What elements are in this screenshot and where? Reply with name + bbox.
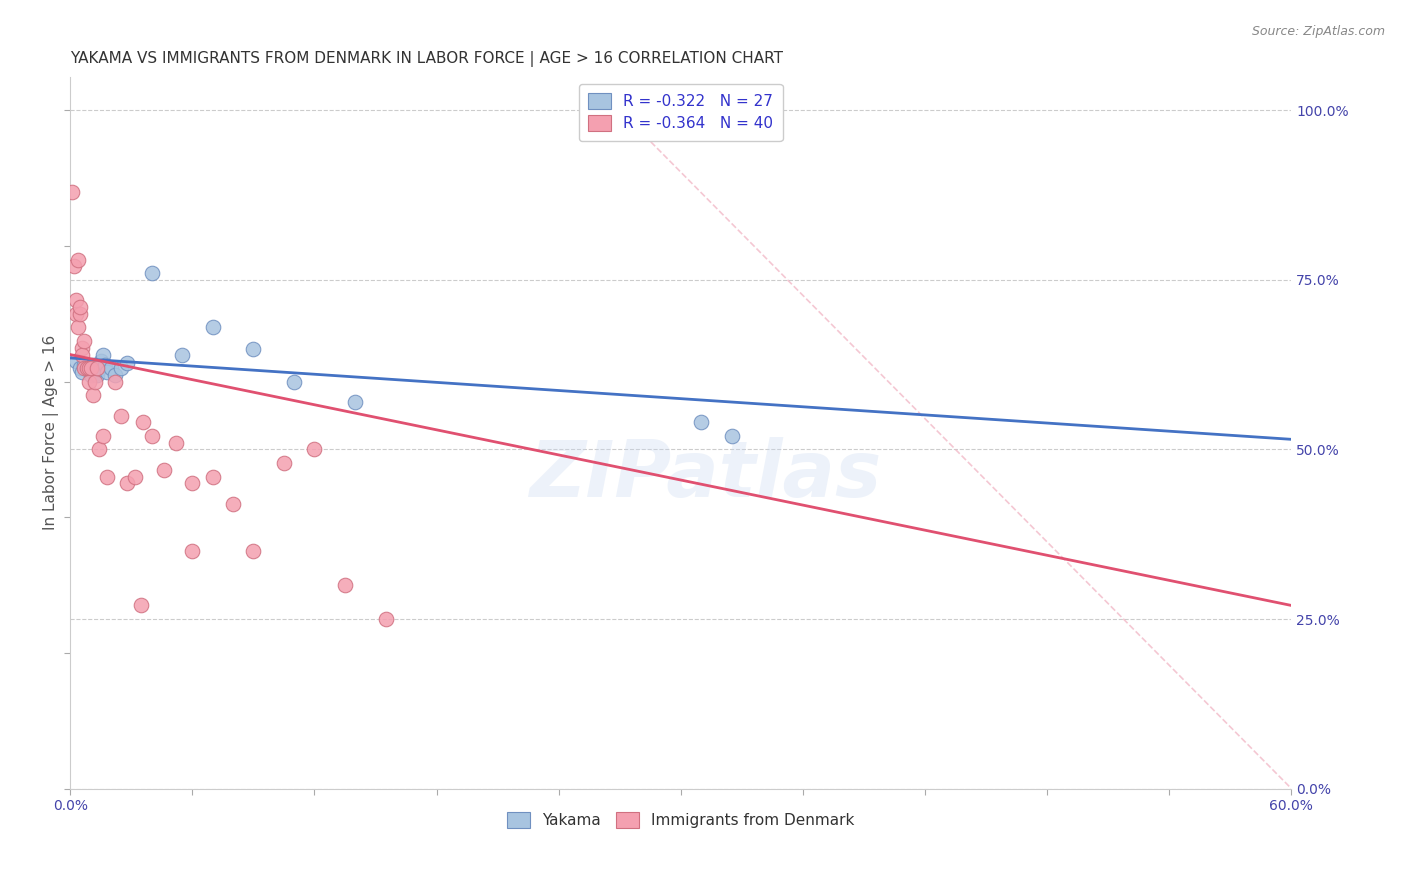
Point: [131, 599, 153, 613]
Text: YAKAMA VS IMMIGRANTS FROM DENMARK IN LABOR FORCE | AGE > 16 CORRELATION CHART: YAKAMA VS IMMIGRANTS FROM DENMARK IN LAB…: [70, 51, 783, 67]
Point: [65, 354, 87, 368]
Point: [86, 361, 108, 376]
Point: [91, 429, 114, 443]
Point: [273, 456, 295, 470]
Point: [283, 375, 305, 389]
Point: [110, 361, 132, 376]
Point: [65, 307, 87, 321]
Point: [77, 362, 100, 376]
Point: [90, 354, 112, 368]
Point: [132, 416, 155, 430]
Point: [242, 544, 264, 558]
Point: [104, 375, 127, 389]
Point: [87, 362, 110, 376]
Point: [63, 260, 86, 274]
Point: [165, 435, 187, 450]
Legend: Yakama, Immigrants from Denmark: Yakama, Immigrants from Denmark: [501, 806, 860, 834]
Point: [86, 368, 108, 382]
Point: [73, 358, 96, 372]
Point: [60, 185, 83, 199]
Point: [79, 361, 101, 376]
Point: [374, 612, 396, 626]
Point: [104, 368, 127, 382]
Point: [72, 365, 94, 379]
Point: [100, 361, 122, 376]
Point: [720, 429, 742, 443]
Point: [172, 348, 194, 362]
Point: [690, 416, 713, 430]
Point: [77, 361, 100, 376]
Point: [83, 375, 105, 389]
Point: [82, 358, 104, 372]
Point: [72, 341, 94, 355]
Text: Source: ZipAtlas.com: Source: ZipAtlas.com: [1251, 25, 1385, 38]
Point: [69, 361, 91, 376]
Point: [67, 320, 90, 334]
Point: [141, 429, 163, 443]
Point: [141, 266, 163, 280]
Point: [242, 342, 264, 356]
Point: [73, 361, 96, 376]
Point: [181, 544, 204, 558]
Point: [96, 365, 118, 379]
Point: [76, 361, 98, 376]
Text: ZIPatlas: ZIPatlas: [529, 437, 882, 513]
Point: [65, 293, 87, 308]
Point: [87, 442, 110, 457]
Point: [73, 334, 96, 348]
Point: [83, 367, 105, 381]
Point: [115, 476, 138, 491]
Point: [124, 469, 146, 483]
Point: [344, 395, 367, 409]
Point: [94, 358, 117, 372]
Point: [110, 409, 132, 423]
Point: [201, 320, 224, 334]
Point: [72, 348, 94, 362]
Point: [115, 356, 138, 370]
Point: [67, 252, 90, 267]
Point: [91, 348, 114, 362]
Point: [77, 375, 100, 389]
Point: [76, 361, 98, 376]
Point: [69, 300, 91, 314]
Point: [181, 476, 204, 491]
Point: [304, 442, 326, 457]
Point: [201, 469, 224, 483]
Point: [82, 388, 104, 402]
Point: [69, 307, 91, 321]
Point: [96, 469, 118, 483]
Point: [79, 368, 101, 382]
Y-axis label: In Labor Force | Age > 16: In Labor Force | Age > 16: [44, 334, 59, 530]
Point: [333, 578, 356, 592]
Point: [222, 497, 245, 511]
Point: [153, 463, 176, 477]
